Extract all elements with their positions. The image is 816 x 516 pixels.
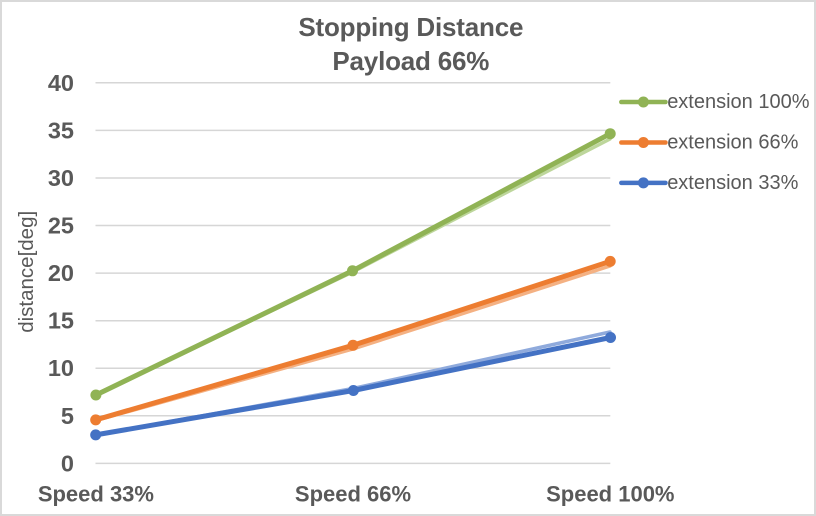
svg-text:extension 66%: extension 66%	[667, 131, 798, 153]
svg-text:40: 40	[48, 70, 74, 96]
svg-text:extension 100%: extension 100%	[667, 91, 810, 113]
svg-text:15: 15	[48, 308, 74, 334]
svg-text:Speed 100%: Speed 100%	[546, 482, 674, 507]
svg-text:20: 20	[48, 260, 74, 286]
svg-text:Speed 33%: Speed 33%	[38, 482, 154, 507]
svg-text:distance[deg]: distance[deg]	[15, 211, 38, 333]
svg-text:Stopping Distance: Stopping Distance	[298, 12, 523, 42]
svg-text:10: 10	[48, 355, 74, 381]
svg-text:35: 35	[48, 117, 74, 143]
svg-text:5: 5	[61, 403, 74, 429]
svg-text:Speed 66%: Speed 66%	[295, 482, 411, 507]
svg-text:30: 30	[48, 165, 74, 191]
svg-text:25: 25	[48, 213, 74, 239]
svg-text:Payload 66%: Payload 66%	[332, 46, 489, 76]
svg-text:0: 0	[61, 450, 74, 476]
svg-text:extension 33%: extension 33%	[667, 172, 798, 194]
